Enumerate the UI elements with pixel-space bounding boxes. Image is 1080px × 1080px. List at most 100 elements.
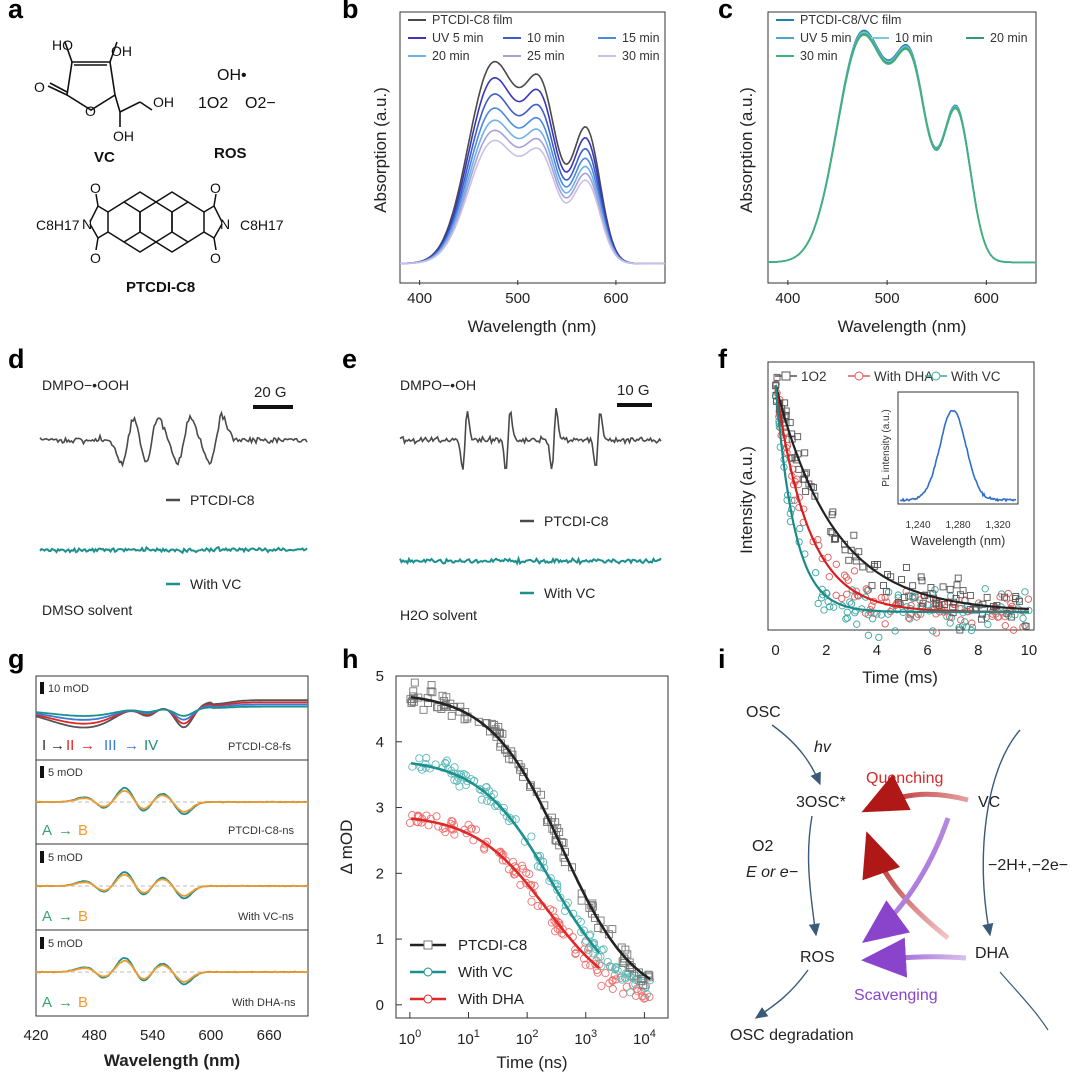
- f-point: [900, 594, 908, 602]
- h-point: [530, 881, 539, 890]
- h-legend-label-1: With VC: [458, 964, 513, 981]
- d-adduct-label: DMPO−•OOH: [42, 377, 129, 393]
- vc-label: VC: [94, 149, 115, 166]
- h-series-group: [405, 678, 655, 1003]
- h-point: [505, 814, 515, 823]
- f-point: [868, 615, 877, 623]
- h-point: [519, 768, 528, 777]
- b-legend: PTCDI-C8 film UV 5 min 10 min 15 min 20 min 2…: [408, 13, 660, 63]
- h-legend: PTCDI-C8 With VC With DHA: [410, 937, 527, 1008]
- g3-arrow: →: [58, 908, 73, 925]
- g2-scale-label: 5 mOD: [48, 767, 83, 779]
- f-point: [829, 603, 838, 611]
- f-point: [850, 567, 859, 575]
- f-point: [953, 581, 961, 589]
- f-point: [994, 613, 1002, 621]
- c-xtick-0: 400: [775, 290, 800, 307]
- g2-name: PTCDI-C8-ns: [228, 825, 295, 837]
- f-fit-0: [774, 384, 1029, 611]
- f-point: [941, 601, 949, 608]
- f-point: [1012, 593, 1020, 600]
- arrow-vc-to-ros: [861, 817, 951, 943]
- g4-series-1: [36, 959, 309, 983]
- axes-frame-h: [395, 675, 669, 1019]
- f-point: [881, 620, 889, 628]
- h-point: [561, 901, 570, 910]
- b-xtick-0: 400: [407, 290, 432, 307]
- g1-series-2: [35, 703, 308, 721]
- f-point: [811, 492, 819, 500]
- h-point: [619, 989, 628, 998]
- f-point: [895, 598, 903, 606]
- ptcdi-o4: O: [210, 250, 221, 266]
- scheme-osc: OSC: [746, 704, 781, 721]
- g2-step-a: A: [42, 822, 52, 839]
- vc-ho-label: HO: [52, 37, 73, 53]
- b-x-axis-label: Wavelength (nm): [468, 317, 597, 336]
- g1-name: PTCDI-C8-fs: [228, 741, 291, 753]
- panel-e: e DMPO−•OH 10 G PTCDI-C8 With VC H2O sol…: [342, 344, 662, 623]
- panel-d: d DMPO−•OOH 20 G PTCDI-C8 With VC DMSO s…: [8, 344, 308, 618]
- g-xtick-0: 420: [23, 1027, 48, 1044]
- f-point: [984, 620, 992, 629]
- axes-frame-c: [767, 11, 1037, 284]
- h-point: [612, 975, 621, 984]
- g3-series-1: [36, 873, 309, 897]
- f-xtick-2: 4: [873, 642, 881, 659]
- h-point: [577, 896, 586, 905]
- h-legend-marker-1: [423, 967, 433, 977]
- panel-letter-f: f: [718, 344, 728, 374]
- h-point: [597, 981, 606, 990]
- f-point: [814, 599, 822, 608]
- h-point: [616, 973, 625, 982]
- b-series-group: [399, 60, 665, 265]
- c-series-2: [768, 31, 1036, 264]
- c-legend-label-1: UV 5 min: [800, 31, 851, 45]
- panel-letter-b: b: [342, 0, 359, 24]
- axes-frame-f: [767, 361, 1035, 631]
- h-point: [608, 984, 617, 993]
- c-legend: PTCDI-C8/VC film UV 5 min 10 min 20 min 30 m…: [776, 13, 1028, 63]
- f-inset-xtick-2: 1,320: [985, 520, 1010, 531]
- h-xtick-exp-3: 3: [591, 1028, 597, 1040]
- f-xtick-1: 2: [822, 642, 830, 659]
- ptcdi-o3: O: [90, 250, 101, 266]
- b-series-5: [400, 129, 665, 265]
- ros-singlet-oxygen: 1O2: [198, 95, 228, 112]
- e-adduct-label: DMPO−•OH: [400, 377, 476, 393]
- f-point: [843, 608, 851, 616]
- h-xtick-0: 100: [398, 1028, 421, 1048]
- h-fit-0: [410, 695, 652, 981]
- h-point: [636, 976, 645, 985]
- g-xtick-1: 480: [82, 1027, 107, 1044]
- f-point: [773, 373, 781, 381]
- f-point: [932, 599, 940, 607]
- vc-ring-o: O: [85, 103, 96, 119]
- f-point: [891, 627, 899, 635]
- g3-step-b: B: [78, 908, 88, 925]
- vc-oh-bottom: OH: [113, 128, 134, 144]
- h-xtick-exp-0: 0: [415, 1028, 421, 1040]
- f-inset-plot: 1,240 1,280 1,320 Wavelength (nm) PL intensi…: [881, 409, 1017, 548]
- arrow-vc-oxidation: [982, 729, 1021, 937]
- f-point: [875, 633, 883, 642]
- c-series-3: [768, 33, 1036, 264]
- f-point: [967, 626, 976, 635]
- g-series-group: [35, 699, 309, 986]
- f-point: [796, 524, 804, 533]
- f-point: [845, 556, 853, 564]
- h-point: [441, 758, 450, 767]
- b-legend-label-5: 25 min: [527, 49, 565, 63]
- f-point: [963, 623, 971, 631]
- h-point: [622, 982, 631, 991]
- g3-scale-label: 5 mOD: [48, 852, 83, 864]
- h-xtick-2: 102: [516, 1028, 539, 1048]
- h-x-axis-label: Time (ns): [496, 1053, 567, 1072]
- h-ytick-3: 3: [376, 800, 384, 817]
- c-series-group: [768, 29, 1036, 264]
- f-point: [898, 576, 905, 584]
- h-point: [625, 958, 634, 967]
- panel-letter-i: i: [718, 644, 726, 674]
- f-point: [842, 573, 850, 581]
- arrow-degradation: [754, 969, 809, 1019]
